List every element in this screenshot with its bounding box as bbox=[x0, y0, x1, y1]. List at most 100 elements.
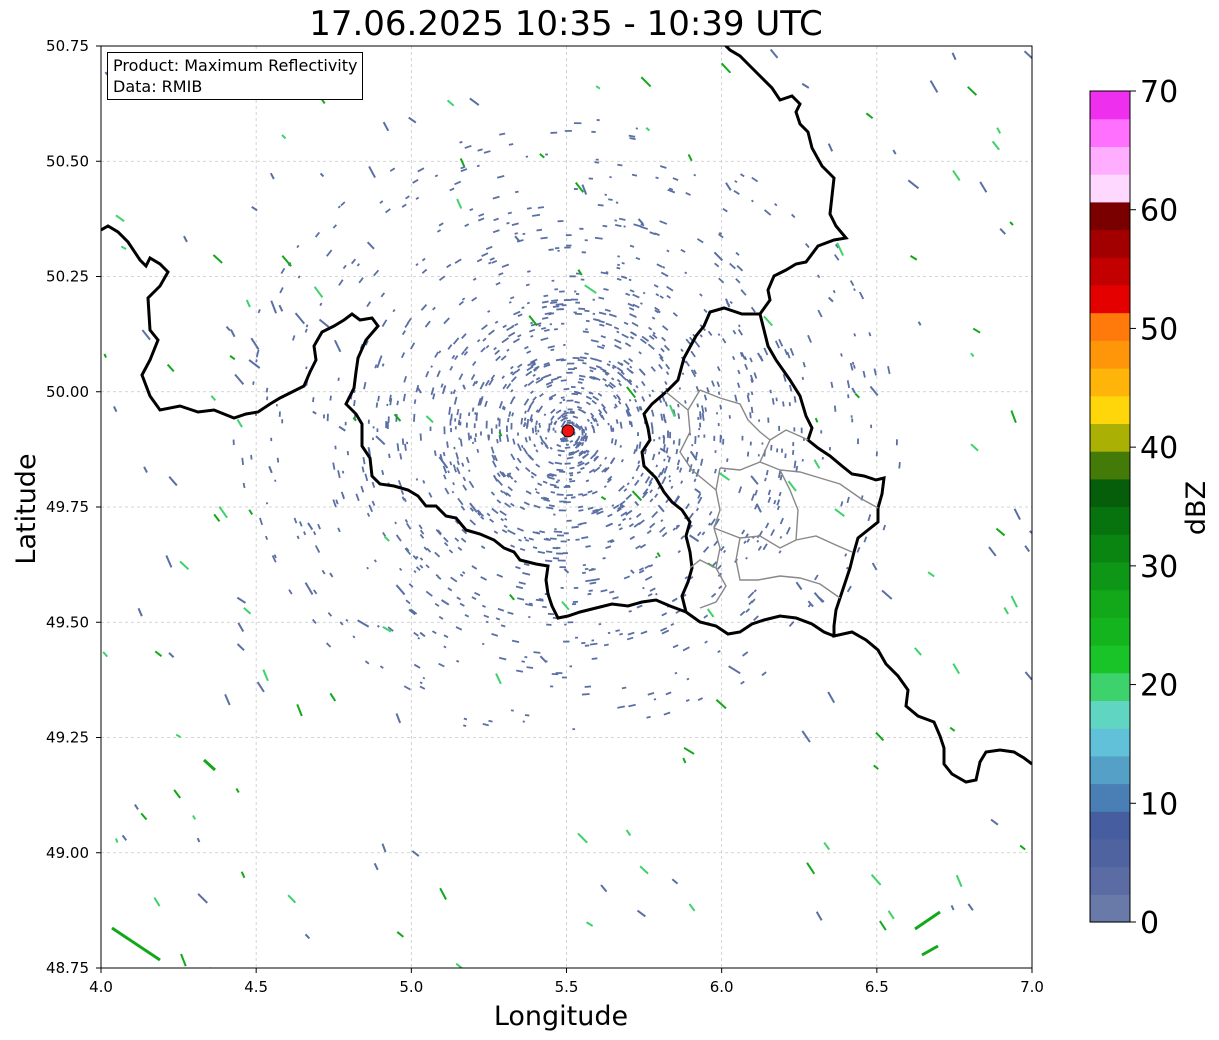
echo-pixel bbox=[523, 501, 530, 506]
echo-pixel bbox=[265, 502, 269, 505]
echo-pixel bbox=[516, 457, 522, 464]
echo-pixel bbox=[654, 306, 660, 312]
echo-pixel bbox=[243, 607, 252, 615]
echo-pixel bbox=[625, 493, 633, 500]
echo-pixel bbox=[610, 457, 616, 465]
echo-pixel bbox=[317, 523, 321, 530]
echo-pixel bbox=[392, 309, 396, 313]
echo-pixel bbox=[533, 504, 541, 509]
echo-pixel bbox=[617, 255, 621, 258]
echo-pixel bbox=[543, 498, 550, 502]
echo-pixel bbox=[706, 608, 715, 618]
colorbar-segment bbox=[1090, 645, 1130, 674]
echo-pixel bbox=[682, 757, 687, 764]
echo-pixel bbox=[694, 436, 697, 444]
echo-pixel bbox=[851, 387, 856, 394]
echo-pixel bbox=[417, 636, 421, 640]
echo-pixel bbox=[523, 398, 530, 406]
echo-pixel bbox=[375, 402, 379, 408]
echo-pixel bbox=[566, 421, 574, 424]
echo-pixel bbox=[815, 911, 823, 921]
colorbar-segment bbox=[1090, 728, 1130, 757]
echo-pixel bbox=[483, 614, 490, 619]
echo-pixel bbox=[638, 519, 645, 526]
echo-pixel bbox=[844, 553, 848, 557]
echo-pixel bbox=[471, 407, 475, 412]
echo-pixel bbox=[499, 132, 506, 136]
echo-pixel bbox=[530, 321, 533, 325]
echo-pixel bbox=[543, 538, 551, 542]
echo-pixel bbox=[651, 389, 655, 393]
echo-pixel bbox=[413, 399, 417, 405]
echo-pixel bbox=[412, 179, 419, 184]
echo-pixel bbox=[1013, 508, 1021, 520]
echo-pixel bbox=[461, 297, 466, 301]
echo-pixel bbox=[707, 330, 713, 337]
echo-pixel bbox=[468, 469, 471, 473]
echo-pixel bbox=[871, 562, 878, 571]
belgium-luxembourg-border bbox=[640, 46, 849, 613]
echo-pixel bbox=[540, 337, 549, 342]
echo-pixel bbox=[572, 356, 580, 360]
echo-pixel bbox=[452, 482, 456, 486]
echo-pixel bbox=[262, 669, 269, 682]
echo-pixel bbox=[396, 400, 399, 406]
echo-pixel bbox=[722, 207, 728, 213]
echo-pixel bbox=[456, 411, 459, 416]
echo-pixel bbox=[640, 223, 645, 227]
echo-pixel bbox=[458, 300, 464, 306]
echo-pixel bbox=[774, 203, 778, 207]
echo-pixel bbox=[620, 511, 628, 517]
colorbar-frame bbox=[1089, 90, 1131, 923]
echo-pixel bbox=[409, 608, 418, 615]
echo-pixel bbox=[229, 354, 236, 361]
echo-pixel bbox=[625, 509, 633, 516]
echo-pixel bbox=[522, 232, 526, 236]
echo-pixel bbox=[711, 380, 715, 387]
echo-pixel bbox=[542, 440, 549, 448]
echo-pixel bbox=[661, 336, 667, 342]
echo-pixel bbox=[660, 519, 664, 523]
echo-pixel bbox=[663, 344, 670, 351]
colorbar-segment bbox=[1090, 838, 1130, 868]
echo-pixel bbox=[659, 447, 667, 453]
echo-pixel bbox=[168, 476, 178, 487]
echo-pixel bbox=[481, 324, 488, 331]
colorbar-segment bbox=[1090, 811, 1130, 840]
echo-pixel bbox=[459, 413, 462, 419]
echo-pixel bbox=[609, 539, 615, 544]
echo-pixel bbox=[561, 322, 565, 325]
echo-pixel bbox=[582, 330, 589, 334]
echo-pixel bbox=[750, 598, 756, 604]
echo-pixel bbox=[550, 491, 556, 494]
echo-pixel bbox=[612, 427, 615, 432]
echo-pixel bbox=[456, 596, 461, 601]
echo-pixel bbox=[676, 459, 681, 466]
echo-pixel bbox=[757, 454, 760, 457]
echo-pixel bbox=[834, 508, 845, 517]
echo-pixel bbox=[500, 517, 504, 522]
echo-pixel bbox=[675, 524, 679, 528]
echo-pixel bbox=[250, 454, 253, 460]
echo-pixel bbox=[337, 205, 341, 209]
echo-pixel bbox=[644, 476, 651, 484]
echo-pixel bbox=[746, 394, 751, 403]
echo-pixel bbox=[488, 329, 495, 336]
echo-pixel bbox=[851, 361, 855, 365]
echo-pixel bbox=[372, 426, 375, 429]
echo-pixel bbox=[740, 680, 745, 685]
echo-pixel bbox=[574, 400, 580, 404]
echo-pixel bbox=[535, 432, 538, 435]
echo-pixel bbox=[640, 472, 644, 477]
echo-pixel bbox=[628, 523, 634, 528]
echo-pixel bbox=[927, 571, 935, 578]
echo-pixel bbox=[415, 196, 420, 200]
echo-streak bbox=[914, 910, 941, 931]
radar-site-marker[interactable] bbox=[561, 424, 575, 438]
echo-pixel bbox=[487, 309, 491, 313]
echo-pixel bbox=[1024, 671, 1032, 681]
echo-pixel bbox=[482, 337, 487, 342]
echo-pixel bbox=[606, 478, 612, 484]
echo-pixel bbox=[600, 495, 607, 501]
colorbar-segment bbox=[1090, 755, 1130, 785]
